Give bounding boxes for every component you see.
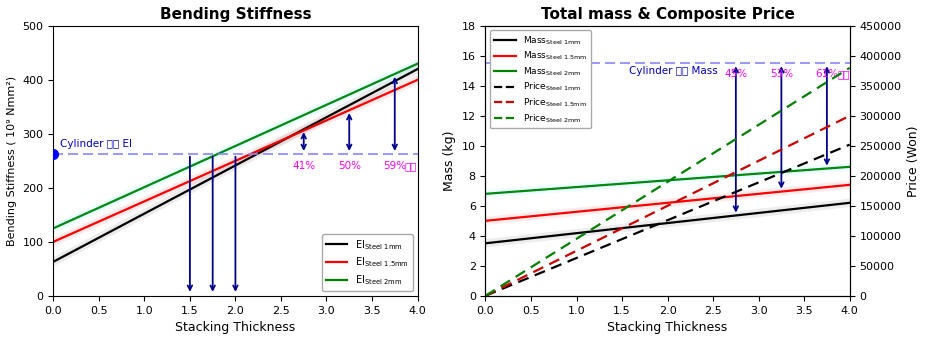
X-axis label: Stacking Thickness: Stacking Thickness — [607, 321, 728, 334]
Title: Total mass & Composite Price: Total mass & Composite Price — [540, 7, 794, 22]
Legend: EI$_{\mathrm{Steel\ 1mm}}$, EI$_{\mathrm{Steel\ 1.5mm}}$, EI$_{\mathrm{Steel\ 2m: EI$_{\mathrm{Steel\ 1mm}}$, EI$_{\mathrm… — [322, 234, 413, 291]
Text: 감소: 감소 — [837, 69, 849, 79]
Text: 59%: 59% — [383, 161, 406, 171]
Text: 61%: 61% — [816, 69, 838, 79]
Text: 45%: 45% — [724, 69, 747, 79]
Text: 41%: 41% — [292, 161, 315, 171]
Text: 50%: 50% — [337, 161, 361, 171]
Y-axis label: Bending Stiffness ( 10⁹ Nmm²): Bending Stiffness ( 10⁹ Nmm²) — [6, 76, 17, 246]
X-axis label: Stacking Thickness: Stacking Thickness — [175, 321, 296, 334]
Text: 증가: 증가 — [405, 161, 417, 171]
Y-axis label: Price (Won): Price (Won) — [907, 125, 921, 196]
Text: 53%: 53% — [769, 69, 793, 79]
Text: Cylinder 기본 EI: Cylinder 기본 EI — [59, 139, 132, 149]
Text: Cylinder 기본 Mass: Cylinder 기본 Mass — [629, 66, 718, 76]
Legend: Mass$_{\mathrm{Steel\ 1mm}}$, Mass$_{\mathrm{Steel\ 1.5mm}}$, Mass$_{\mathrm{Ste: Mass$_{\mathrm{Steel\ 1mm}}$, Mass$_{\ma… — [490, 30, 591, 129]
Title: Bending Stiffness: Bending Stiffness — [159, 7, 311, 22]
Y-axis label: Mass (kg): Mass (kg) — [443, 131, 456, 191]
